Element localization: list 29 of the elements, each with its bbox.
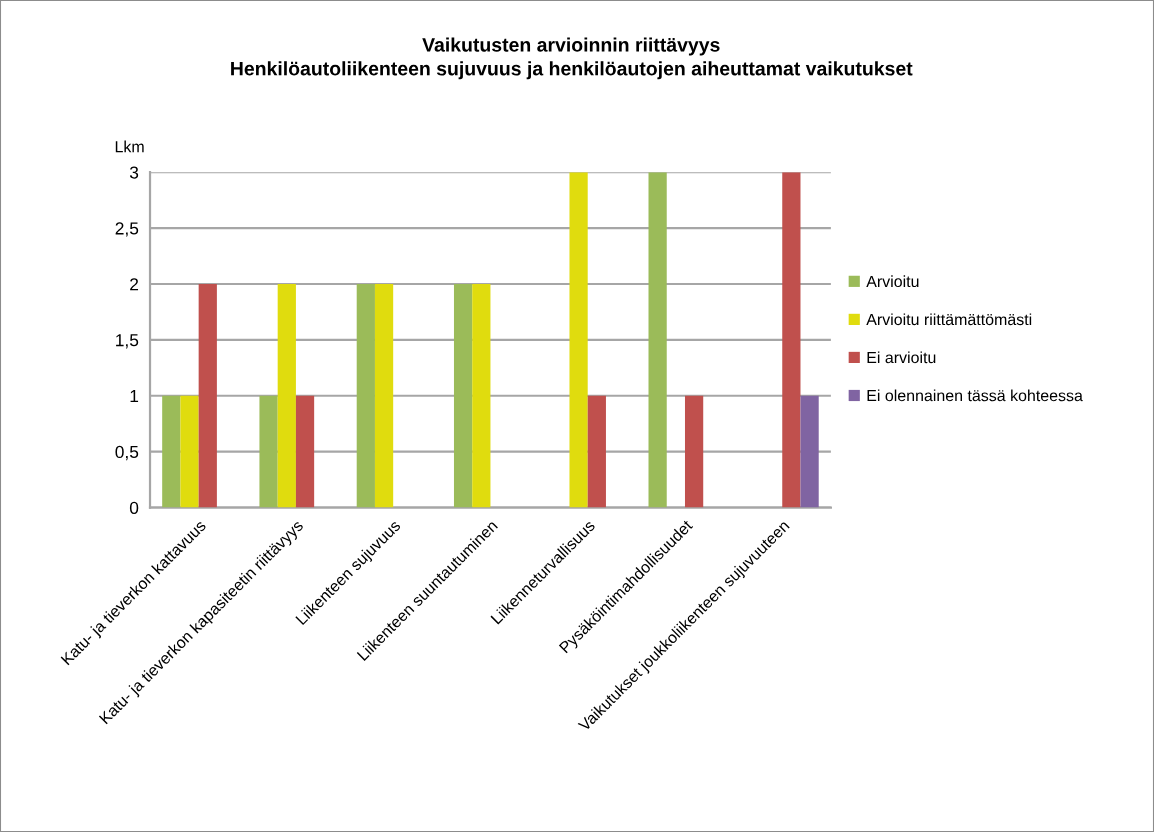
y-tick-label: 1 <box>130 390 139 403</box>
y-tick-label: 0 <box>129 501 139 514</box>
bar <box>569 172 588 508</box>
bar <box>162 395 181 508</box>
bar <box>198 283 217 508</box>
bar <box>180 395 199 508</box>
y-tick-label: 1,5 <box>116 334 139 349</box>
bar <box>374 283 394 508</box>
bar <box>472 283 491 508</box>
legend-label: Ei olennainen tässä kohteessa <box>867 389 1083 402</box>
bar <box>356 283 375 508</box>
legend-label: Ei arvioitu <box>867 351 936 364</box>
y-tick-label: 2 <box>130 278 139 291</box>
bar <box>684 395 704 508</box>
chart-title: Vaikutusten arvioinnin riittävyys Henkilöautoliikenteen sujuvuus ja henkilöautojen aiheuttamat vaikutukset <box>231 37 913 80</box>
bar <box>453 283 473 508</box>
bar <box>295 395 315 508</box>
legend-label: Arvioitu riittämättömästi <box>866 313 1032 326</box>
legend-label: Arvioitu <box>866 275 919 288</box>
bar <box>259 395 278 508</box>
y-tick-label: 3 <box>129 166 139 179</box>
y-axis-title: Lkm <box>115 140 144 153</box>
y-tick-label: 2,5 <box>115 222 139 237</box>
bar <box>277 283 296 508</box>
bar <box>648 172 667 508</box>
bar <box>800 395 819 508</box>
bar <box>782 172 801 508</box>
bar <box>587 395 606 508</box>
y-tick-label: 0,5 <box>115 445 139 461</box>
